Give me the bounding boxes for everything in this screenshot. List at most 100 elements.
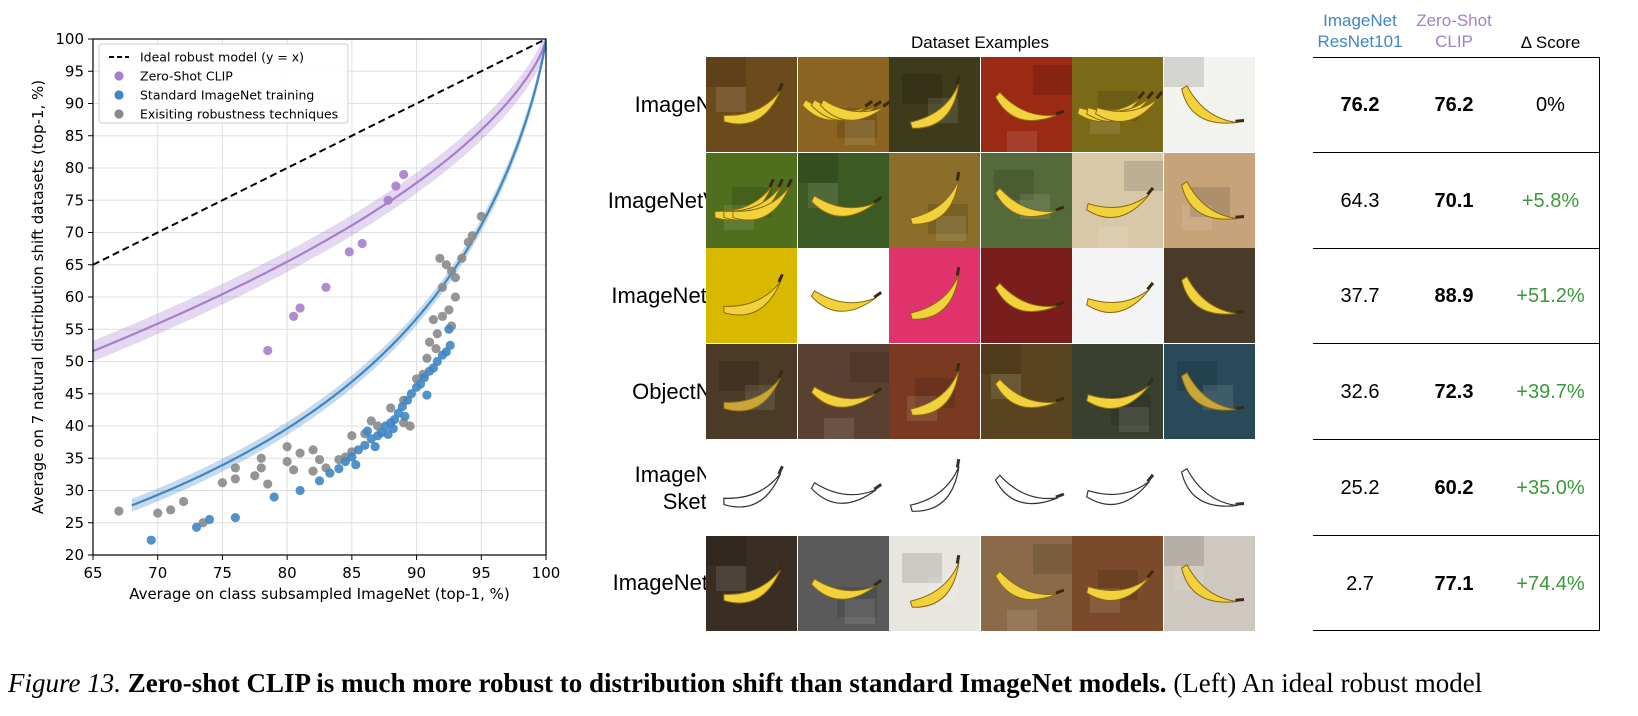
point-robust	[435, 253, 445, 263]
robustness-scatter-chart: 65 70 75 80 85 90 95 100 20 25 30 35 40 45 50 55 60 65 70 7…	[29, 30, 560, 603]
score-table: 76.2 76.2 0% 64.3 70.1 +5.8% 37.7 88.9 +51.2% 32.…	[1313, 57, 1600, 631]
figure-caption: Figure 13. Zero-shot CLIP is much more r…	[8, 668, 1638, 699]
point-standard	[325, 468, 335, 478]
point-robust	[179, 496, 189, 507]
example-image	[889, 439, 982, 535]
y-tick-label: 65	[65, 256, 84, 274]
point-clip	[383, 195, 393, 205]
legend-standard-swatch	[114, 90, 124, 100]
point-robust	[422, 353, 432, 363]
y-tick-label: 30	[65, 482, 84, 500]
point-standard	[445, 340, 455, 350]
point-robust	[386, 403, 396, 413]
point-robust	[217, 478, 228, 488]
delta-score: +74.4%	[1516, 572, 1585, 595]
y-tick-label: 40	[65, 417, 84, 435]
point-robust	[431, 344, 441, 354]
clip-score: 60.2	[1434, 476, 1474, 499]
clip-fit-line	[93, 39, 546, 353]
x-tick-label: 85	[342, 564, 361, 582]
example-image	[980, 57, 1073, 152]
y-axis-label: Average on 7 natural distribution shift …	[29, 80, 47, 514]
y-tick-label: 50	[65, 353, 84, 371]
legend-label: Zero-Shot CLIP	[140, 69, 233, 84]
point-robust	[432, 329, 442, 339]
legend-clip-swatch	[114, 71, 124, 81]
point-standard	[334, 463, 344, 474]
example-image	[797, 152, 890, 248]
point-robust	[230, 463, 240, 473]
example-image	[980, 344, 1073, 440]
point-clip	[391, 181, 401, 191]
point-standard	[191, 522, 202, 532]
point-robust	[250, 471, 260, 481]
chart-fit-bands	[93, 39, 546, 512]
point-standard	[406, 389, 416, 399]
y-tick-label: 80	[65, 159, 84, 177]
clip-score: 70.1	[1434, 189, 1474, 212]
point-robust	[153, 508, 163, 518]
y-tick-label: 20	[65, 546, 84, 564]
ideal-robust-line	[93, 39, 546, 266]
figure-label: Figure 13.	[8, 668, 121, 698]
point-robust	[263, 479, 273, 489]
point-standard	[230, 512, 240, 523]
point-robust	[295, 448, 305, 458]
example-image	[706, 439, 798, 535]
point-robust	[476, 211, 486, 221]
point-robust	[457, 253, 467, 263]
table-row: 76.2 76.2 0%	[1313, 58, 1599, 153]
legend-label: Ideal robust model (y = x)	[140, 50, 304, 65]
point-clip	[399, 169, 409, 180]
y-tick-label: 75	[65, 191, 84, 209]
caption-rest: (Left) An ideal robust model	[1173, 668, 1483, 698]
chart-axes: 65 70 75 80 85 90 95 100 20 25 30 35 40 45 50 55 60 65 70 7…	[29, 30, 560, 603]
delta-score: +39.7%	[1516, 381, 1585, 404]
point-robust	[424, 337, 435, 347]
point-standard	[204, 514, 215, 525]
y-tick-label: 95	[65, 62, 84, 80]
example-image	[1164, 248, 1256, 344]
example-image	[706, 535, 798, 631]
x-tick-label: 95	[472, 564, 491, 582]
point-robust	[289, 465, 299, 475]
y-tick-label: 70	[65, 224, 84, 242]
point-robust	[437, 282, 448, 292]
y-tick-label: 45	[65, 385, 84, 403]
example-image	[797, 535, 890, 631]
y-tick-label: 90	[65, 95, 84, 113]
example-image	[1072, 535, 1165, 631]
example-image	[1164, 344, 1256, 440]
table-row: 25.2 60.2 +35.0%	[1313, 441, 1599, 536]
clip-score: 76.2	[1434, 94, 1474, 116]
x-tick-label: 100	[532, 564, 561, 582]
point-robust	[428, 314, 438, 325]
example-image	[797, 57, 890, 152]
example-image	[980, 535, 1073, 631]
point-clip	[263, 345, 273, 356]
x-tick-label: 90	[407, 564, 426, 582]
example-image	[980, 152, 1073, 248]
point-standard	[269, 492, 279, 502]
point-robust	[230, 474, 240, 484]
plot-frame	[92, 38, 547, 556]
example-image	[889, 344, 982, 440]
y-tick-label: 60	[65, 288, 84, 306]
delta-score: +5.8%	[1521, 189, 1580, 212]
y-tick-label: 100	[55, 30, 84, 48]
point-robust	[308, 445, 318, 455]
point-standard	[360, 440, 370, 450]
legend-label: Exisiting robustness techniques	[140, 107, 338, 122]
point-robust	[347, 431, 357, 441]
y-tick-label: 35	[65, 449, 84, 467]
point-clip	[344, 247, 354, 257]
point-standard	[419, 373, 429, 383]
example-image	[1072, 344, 1165, 440]
point-robust	[437, 311, 448, 321]
x-tick-label: 80	[278, 564, 297, 582]
point-clip	[357, 238, 367, 249]
point-robust	[282, 456, 292, 467]
table-row: 2.7 77.1 +74.4%	[1313, 537, 1599, 632]
example-image	[1164, 535, 1256, 631]
resnet-header-line2: ResNet101	[1317, 32, 1403, 51]
